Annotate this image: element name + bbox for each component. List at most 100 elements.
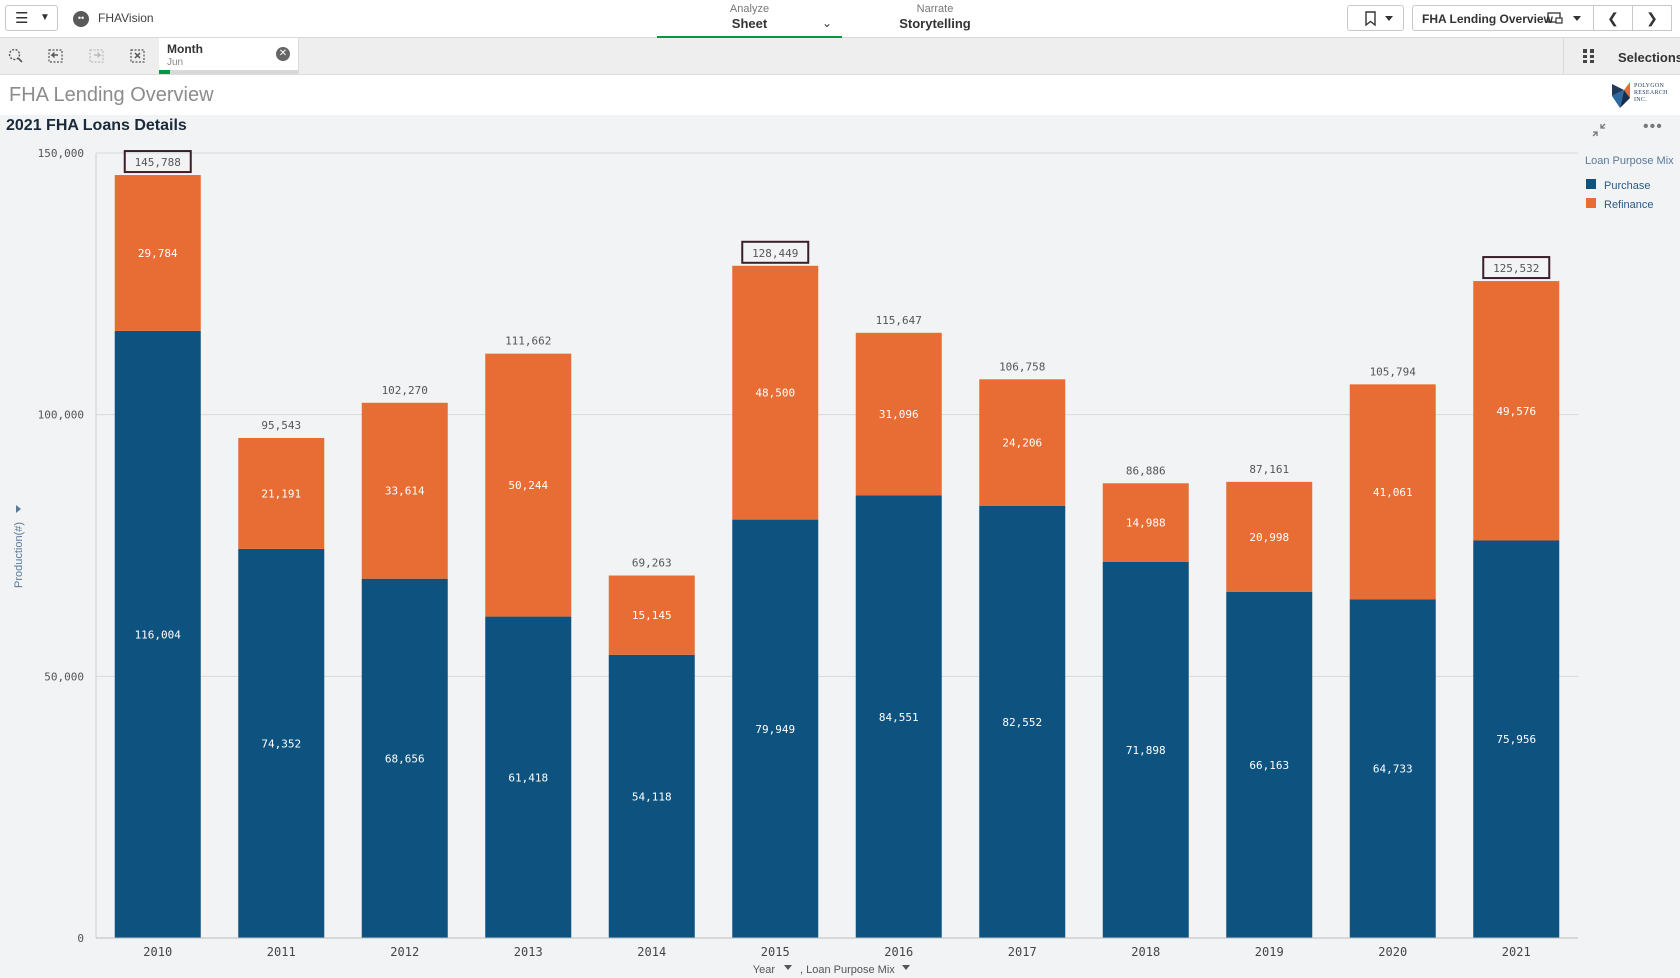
bar-purchase-2021[interactable] [1473, 540, 1560, 938]
bar-purchase-2018[interactable] [1102, 561, 1189, 938]
bar-refinance-2018[interactable] [1102, 483, 1189, 562]
chevron-down-icon [902, 965, 910, 970]
data-label-purchase: 79,949 [755, 723, 795, 736]
tab-caption: Narrate [916, 3, 954, 15]
x-tick-label: 2019 [1255, 945, 1284, 959]
bar-purchase-2019[interactable] [1226, 591, 1313, 938]
bar-refinance-2019[interactable] [1226, 481, 1313, 592]
total-highlight-box [123, 150, 192, 174]
collapse-icon[interactable] [1591, 122, 1607, 141]
data-label-total: 102,270 [382, 384, 428, 397]
bar-purchase-2012[interactable] [361, 578, 448, 938]
bookmark-button[interactable] [1347, 5, 1404, 31]
legend: Loan Purpose Mix Purchase Refinance [1585, 155, 1674, 211]
bar-purchase-2010[interactable] [114, 330, 201, 938]
step-forward-icon[interactable] [88, 47, 106, 65]
x-tick-label: 2020 [1378, 945, 1407, 959]
bar-purchase-2017[interactable] [979, 505, 1066, 938]
clear-selections-icon[interactable] [129, 47, 147, 65]
x-axis-title: Year [753, 964, 776, 976]
bar-refinance-2011[interactable] [238, 437, 325, 549]
data-label-refinance: 21,191 [261, 487, 301, 500]
tab-narrate-storytelling[interactable]: Narrate Storytelling [860, 3, 1010, 36]
sheet-header: FHA Lending Overview POLYGON RESEARCH IN… [0, 75, 1680, 115]
selections-label: Selections [1618, 50, 1680, 65]
data-label-total: 106,758 [999, 360, 1045, 373]
y-tick-label: 150,000 [38, 147, 84, 160]
chevron-down-icon[interactable]: ⌄ [822, 16, 833, 30]
bar-refinance-2013[interactable] [485, 353, 572, 617]
close-icon[interactable]: ✕ [276, 47, 290, 61]
tab-label: Storytelling [899, 16, 971, 31]
bar-purchase-2015[interactable] [732, 519, 819, 938]
bar-purchase-2016[interactable] [855, 495, 942, 938]
x-tick-label: 2013 [514, 945, 543, 959]
bar-refinance-2017[interactable] [979, 379, 1066, 506]
bar-refinance-2016[interactable] [855, 332, 942, 496]
data-label-refinance: 24,206 [1002, 437, 1042, 450]
data-label-refinance: 33,614 [385, 485, 425, 498]
tab-analyze-sheet[interactable]: Analyze Sheet [657, 3, 842, 38]
data-label-refinance: 31,096 [879, 408, 919, 421]
bar-refinance-2015[interactable] [732, 265, 819, 520]
main-menu-button[interactable]: ☰ ▼ [5, 5, 58, 31]
bar-purchase-2020[interactable] [1349, 599, 1436, 938]
step-back-icon[interactable] [47, 47, 65, 65]
x-tick-label: 2018 [1131, 945, 1160, 959]
app-name[interactable]: FHAVision [98, 11, 154, 25]
data-label-refinance: 20,998 [1249, 531, 1289, 544]
y-tick-label: 100,000 [38, 409, 84, 422]
data-label-purchase: 54,118 [632, 790, 672, 803]
data-label-total: 87,161 [1249, 463, 1289, 476]
stacked-bar-chart: 0 50,000 100,000 150,000 Production(#) 116,0… [13, 147, 1674, 976]
sheet-selector-button[interactable]: FHA Lending Overview [1412, 5, 1595, 31]
data-label-total: 128,449 [752, 247, 798, 260]
bar-purchase-2014[interactable] [608, 654, 695, 938]
tab-label: Sheet [731, 16, 768, 31]
next-sheet-button[interactable]: ❯ [1632, 5, 1672, 31]
selections-button[interactable]: Selections [1563, 38, 1680, 74]
data-label-purchase: 75,956 [1496, 733, 1536, 746]
data-label-total: 95,543 [261, 419, 301, 432]
x-tick-label: 2021 [1502, 945, 1531, 959]
lasso-icon[interactable] [7, 47, 25, 65]
bar-purchase-2011[interactable] [238, 548, 325, 938]
chip-progress-bar [159, 70, 298, 74]
bar-refinance-2021[interactable] [1473, 281, 1560, 541]
bar-series[interactable]: 116,004 29,784 145,788 74,352 21,191 95,543 68… [114, 150, 1560, 938]
data-label-purchase: 82,552 [1002, 716, 1042, 729]
data-label-total: 145,788 [135, 156, 181, 169]
data-label-refinance: 15,145 [632, 609, 672, 622]
sheet-title: FHA Lending Overview [9, 84, 214, 106]
more-icon[interactable]: ••• [1643, 118, 1663, 135]
y-tick-label: 50,000 [44, 670, 84, 683]
bar-refinance-2020[interactable] [1349, 384, 1436, 600]
data-label-purchase: 84,551 [879, 711, 919, 724]
y-axis-title: Production(#) [13, 522, 25, 588]
chart-title: 2021 FHA Loans Details [6, 117, 187, 134]
previous-sheet-button[interactable]: ❮ [1593, 5, 1633, 31]
data-label-purchase: 61,418 [508, 771, 548, 784]
data-label-total: 115,647 [876, 314, 922, 327]
selections-icon [1582, 48, 1598, 67]
logo-text: POLYGON RESEARCH INC. [1634, 83, 1668, 103]
bar-purchase-2013[interactable] [485, 616, 572, 938]
data-label-purchase: 116,004 [135, 628, 182, 641]
legend-label-purchase: Purchase [1604, 180, 1650, 192]
data-label-refinance: 49,576 [1496, 405, 1536, 418]
total-highlight-box [1482, 256, 1551, 280]
top-bar: ☰ ▼ •• FHAVision Analyze Sheet ⌄ Narrate… [0, 0, 1680, 38]
x-tick-label: 2017 [1008, 945, 1037, 959]
data-label-total: 111,662 [505, 335, 551, 348]
total-highlight-box [741, 240, 810, 264]
data-label-total: 105,794 [1370, 365, 1417, 378]
bar-refinance-2014[interactable] [608, 575, 695, 655]
data-label-refinance: 29,784 [138, 247, 178, 260]
bar-refinance-2010[interactable] [114, 175, 201, 331]
data-label-total: 86,886 [1126, 464, 1166, 477]
x-tick-label: 2012 [390, 945, 419, 959]
selection-chip-month[interactable]: Month Jun ✕ [159, 38, 299, 74]
bar-refinance-2012[interactable] [361, 402, 448, 579]
y-tick-label: 0 [77, 932, 84, 945]
x-tick-label: 2010 [143, 945, 172, 959]
